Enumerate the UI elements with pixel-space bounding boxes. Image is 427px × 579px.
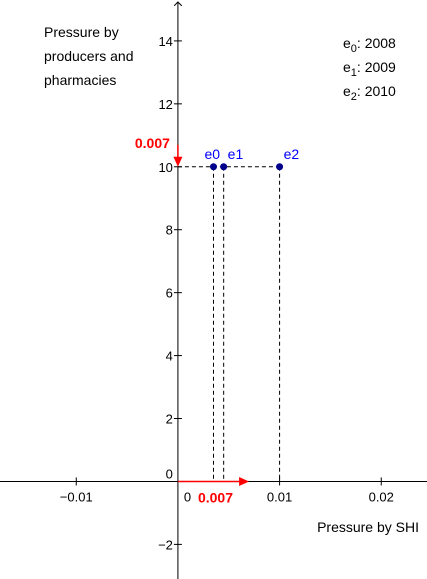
y-tick-label: 8 bbox=[166, 223, 173, 238]
points: e0 e1 e2 bbox=[205, 146, 300, 171]
ticks: −0.01 0.01 0.02 −2 2 4 6 8 10 12 14 00 bbox=[60, 34, 394, 552]
x-arrow-label: 0.007 bbox=[198, 489, 233, 505]
point-label-e0: e0 bbox=[205, 146, 221, 162]
y-axis-title-line: producers and bbox=[44, 48, 134, 64]
legend-item: e2: 2010 bbox=[343, 83, 396, 103]
x-arrow-head bbox=[239, 476, 250, 486]
x-tick-label: −0.01 bbox=[60, 489, 93, 504]
y-origin-label: 0 bbox=[166, 466, 173, 481]
point-label-e1: e1 bbox=[228, 146, 244, 162]
x-axis-title: Pressure by SHI bbox=[317, 519, 419, 535]
guide-lines bbox=[177, 166, 281, 482]
x-origin-label: 0 bbox=[184, 489, 191, 504]
point-e0 bbox=[210, 163, 217, 171]
x-tick-label: 0.01 bbox=[267, 489, 292, 504]
point-e2 bbox=[276, 163, 284, 171]
y-tick-label: 10 bbox=[158, 160, 172, 175]
point-label-e2: e2 bbox=[284, 146, 300, 162]
y-tick-label: 14 bbox=[158, 34, 172, 49]
x-tick-label: 0.02 bbox=[369, 489, 394, 504]
arrows: 0.007 0.007 bbox=[135, 135, 250, 505]
y-arrow-head bbox=[173, 156, 183, 167]
y-axis-title-line: Pressure by bbox=[44, 24, 119, 40]
point-e1 bbox=[220, 163, 228, 171]
y-tick-label: 2 bbox=[166, 412, 173, 427]
legend: e0: 2008 e1: 2009 e2: 2010 bbox=[343, 35, 396, 103]
y-tick-label: 12 bbox=[158, 97, 172, 112]
y-tick-label: −2 bbox=[158, 537, 173, 552]
legend-item: e1: 2009 bbox=[343, 59, 396, 79]
y-arrow-label: 0.007 bbox=[135, 135, 170, 151]
y-tick-label: 4 bbox=[166, 349, 173, 364]
y-axis-title-line: pharmacies bbox=[44, 72, 116, 88]
y-tick-label: 6 bbox=[166, 286, 173, 301]
axis-labels: Pressure by producers and pharmacies Pressu… bbox=[44, 24, 419, 535]
legend-item: e0: 2008 bbox=[343, 35, 396, 55]
